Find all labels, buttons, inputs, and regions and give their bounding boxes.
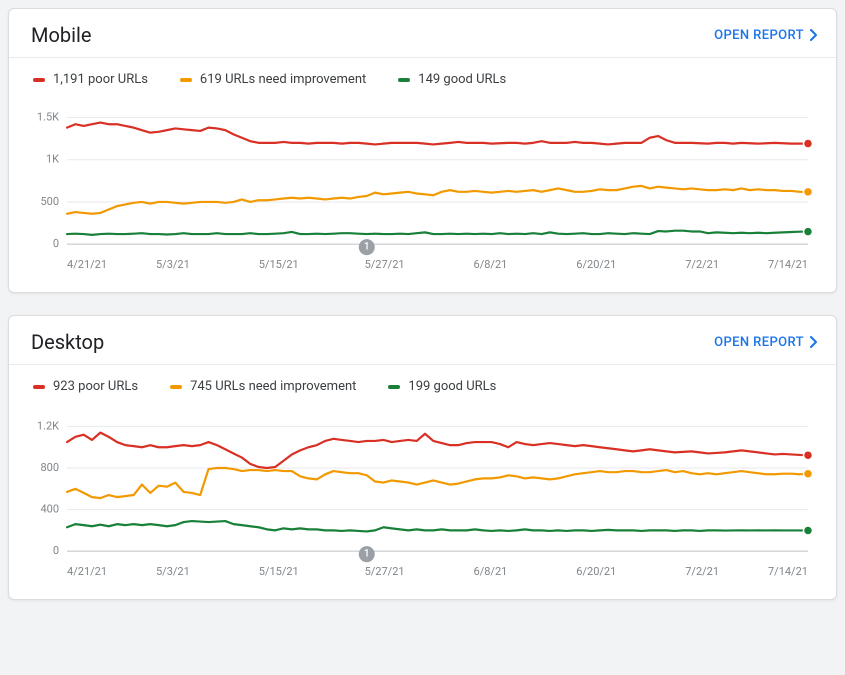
- series-end-dot-needs: [803, 187, 812, 196]
- y-tick-label: 500: [40, 195, 59, 208]
- legend-item-poor[interactable]: 1,191 poor URLs: [33, 72, 148, 87]
- y-tick-label: 0: [53, 544, 59, 557]
- card-header: Desktop OPEN REPORT: [9, 316, 836, 364]
- y-tick-label: 1K: [46, 153, 59, 166]
- y-tick-label: 1.2K: [37, 420, 59, 433]
- x-tick-label: 6/20/21: [576, 258, 616, 271]
- legend-item-poor[interactable]: 923 poor URLs: [33, 379, 138, 394]
- open-report-label: OPEN REPORT: [714, 28, 804, 43]
- series-end-dot-needs: [803, 469, 812, 478]
- series-poor: [67, 433, 808, 468]
- chart-area: 0 400 800 1.2K 1 4/21/21 5/3/21 5/15/21 5/27/21 6…: [9, 400, 836, 599]
- legend-label: 1,191 poor URLs: [53, 72, 148, 87]
- series-needs: [67, 186, 808, 214]
- chart-svg: 0 400 800 1.2K 1 4/21/21 5/3/21 5/15/21 5/27/21 6…: [27, 406, 818, 581]
- x-tick-label: 4/21/21: [67, 258, 107, 271]
- y-tick-label: 400: [40, 503, 59, 516]
- legend-swatch: [180, 78, 192, 82]
- x-tick-label: 6/20/21: [576, 565, 616, 578]
- x-tick-label: 6/8/21: [474, 258, 508, 271]
- open-report-label: OPEN REPORT: [714, 335, 804, 350]
- chart-area: 0 500 1K 1.5K 1 4/21/21 5/3/21 5/15/21 5/27/21 6/…: [9, 93, 836, 292]
- legend-label: 745 URLs need improvement: [190, 379, 356, 394]
- series-good: [67, 231, 808, 235]
- card-title: Desktop: [31, 330, 104, 354]
- event-marker[interactable]: 1: [359, 239, 375, 255]
- chevron-right-icon: [810, 336, 818, 348]
- legend-item-good[interactable]: 149 good URLs: [398, 72, 506, 87]
- chart-svg: 0 500 1K 1.5K 1 4/21/21 5/3/21 5/15/21 5/27/21 6/…: [27, 99, 818, 274]
- legend-label: 149 good URLs: [418, 72, 506, 87]
- x-tick-label: 5/27/21: [365, 565, 405, 578]
- chart-legend: 1,191 poor URLs 619 URLs need improvement…: [9, 58, 836, 93]
- legend-label: 923 poor URLs: [53, 379, 138, 394]
- series-poor: [67, 123, 808, 145]
- y-tick-label: 800: [40, 461, 59, 474]
- x-tick-label: 5/15/21: [259, 565, 299, 578]
- series-end-dot-poor: [803, 451, 812, 460]
- x-tick-label: 5/15/21: [259, 258, 299, 271]
- x-tick-label: 6/8/21: [474, 565, 508, 578]
- legend-label: 199 good URLs: [408, 379, 496, 394]
- series-good: [67, 521, 808, 531]
- chart-legend: 923 poor URLs 745 URLs need improvement 19…: [9, 365, 836, 400]
- x-tick-label: 5/3/21: [156, 565, 190, 578]
- legend-swatch: [33, 78, 45, 82]
- x-tick-label: 7/14/21: [768, 565, 808, 578]
- legend-label: 619 URLs need improvement: [200, 72, 366, 87]
- legend-swatch: [388, 385, 400, 389]
- series-end-dot-good: [803, 526, 812, 535]
- legend-item-needs[interactable]: 619 URLs need improvement: [180, 72, 366, 87]
- legend-swatch: [170, 385, 182, 389]
- page-root: Mobile OPEN REPORT 1,191 poor URLs 619 URLs…: [0, 0, 845, 630]
- y-tick-label: 0: [53, 237, 59, 250]
- series-end-dot-poor: [803, 139, 812, 148]
- x-tick-label: 7/14/21: [768, 258, 808, 271]
- chevron-right-icon: [810, 29, 818, 41]
- x-tick-label: 7/2/21: [685, 258, 719, 271]
- open-report-link[interactable]: OPEN REPORT: [714, 335, 818, 350]
- legend-swatch: [398, 78, 410, 82]
- series-end-dot-good: [803, 227, 812, 236]
- x-tick-label: 4/21/21: [67, 565, 107, 578]
- open-report-link[interactable]: OPEN REPORT: [714, 28, 818, 43]
- x-tick-label: 5/3/21: [156, 258, 190, 271]
- x-tick-label: 5/27/21: [365, 258, 405, 271]
- y-tick-label: 1.5K: [37, 110, 59, 123]
- card-mobile: Mobile OPEN REPORT 1,191 poor URLs 619 URLs…: [8, 8, 837, 293]
- legend-item-needs[interactable]: 745 URLs need improvement: [170, 379, 356, 394]
- event-marker[interactable]: 1: [359, 546, 375, 562]
- card-header: Mobile OPEN REPORT: [9, 9, 836, 57]
- event-marker-label: 1: [364, 242, 370, 253]
- legend-swatch: [33, 385, 45, 389]
- legend-item-good[interactable]: 199 good URLs: [388, 379, 496, 394]
- x-tick-label: 7/2/21: [685, 565, 719, 578]
- event-marker-label: 1: [364, 549, 370, 560]
- card-desktop: Desktop OPEN REPORT 923 poor URLs 745 URLs …: [8, 315, 837, 600]
- card-title: Mobile: [31, 23, 91, 47]
- series-needs: [67, 468, 808, 498]
